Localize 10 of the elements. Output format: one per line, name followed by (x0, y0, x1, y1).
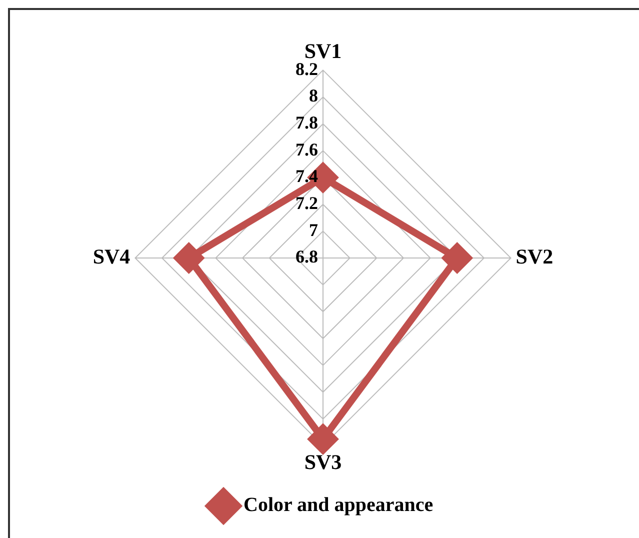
y-tick-label: 7.8 (296, 112, 318, 133)
y-tick-label: 6.8 (296, 246, 318, 267)
y-tick-label: 7.6 (296, 139, 318, 160)
y-tick-label: 7 (309, 220, 318, 240)
spoke-label: SV2 (516, 244, 554, 268)
y-tick-label: 8 (309, 86, 318, 106)
legend-label: Color and appearance (244, 494, 434, 516)
spoke-label: SV4 (92, 244, 131, 268)
spoke-label: SV3 (304, 450, 342, 474)
y-tick-label: 7.2 (296, 193, 318, 213)
